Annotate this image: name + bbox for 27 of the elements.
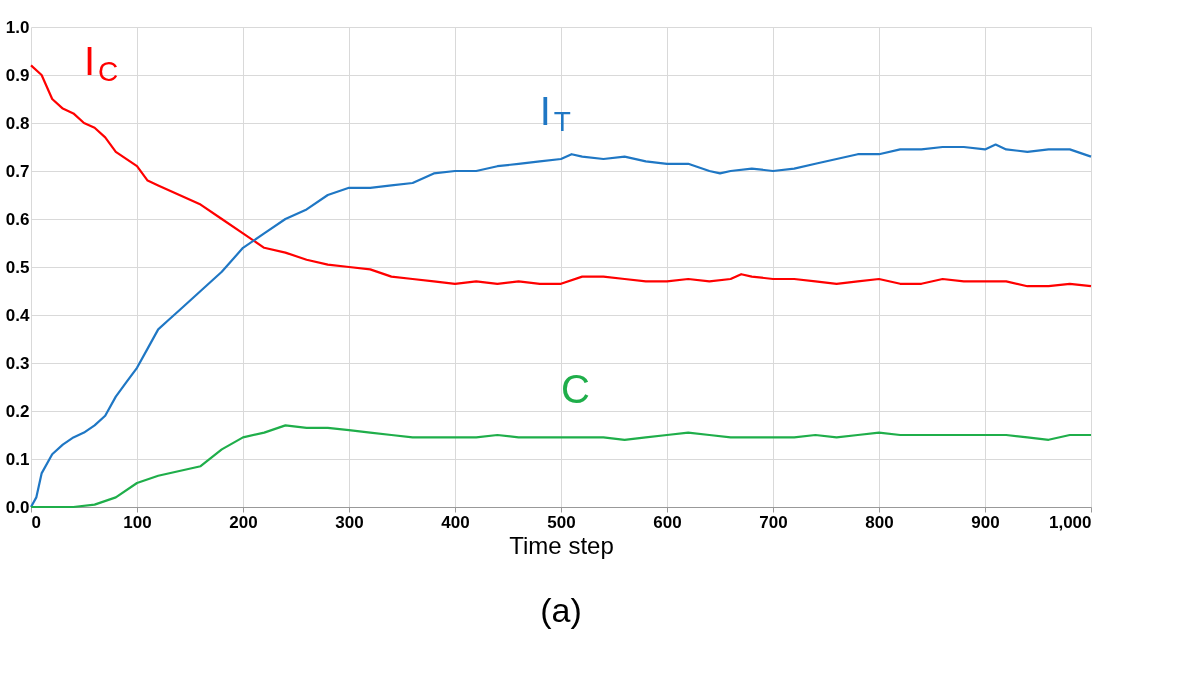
x-tick-label: 600 [653, 512, 682, 532]
x-tick-label: 100 [123, 512, 152, 532]
x-axis-title: Time step [509, 531, 614, 559]
line-series [29, 143, 1093, 509]
x-tick-label: 800 [865, 512, 894, 532]
line-series [29, 424, 1093, 509]
x-tick-label: 400 [441, 512, 470, 532]
x-tick-label: 200 [229, 512, 258, 532]
series-label: C [561, 367, 590, 412]
y-tick-label: 0.8 [5, 113, 30, 133]
x-tick-label: 700 [759, 512, 788, 532]
x-tick-label: 900 [971, 512, 1000, 532]
y-tick-label: 0.1 [5, 449, 30, 469]
y-tick-label: 0.9 [5, 65, 30, 85]
y-tick-label: 0.2 [5, 401, 30, 421]
x-tick-label: 300 [335, 512, 364, 532]
y-tick-label: 0.5 [5, 257, 30, 277]
y-tick-label: 0.6 [5, 209, 30, 229]
y-tick-label: 0.0 [5, 497, 30, 517]
x-tick-label: 500 [547, 512, 576, 532]
x-tick-label: 0 [31, 512, 41, 532]
y-tick-label: 0.4 [5, 305, 31, 325]
text: (a) [540, 591, 582, 629]
y-tick-label: 0.3 [5, 353, 30, 373]
x-tick-label: 1,000 [1048, 512, 1092, 532]
y-tick-label: 0.7 [5, 161, 30, 181]
y-tick-label: 1.0 [5, 17, 30, 37]
